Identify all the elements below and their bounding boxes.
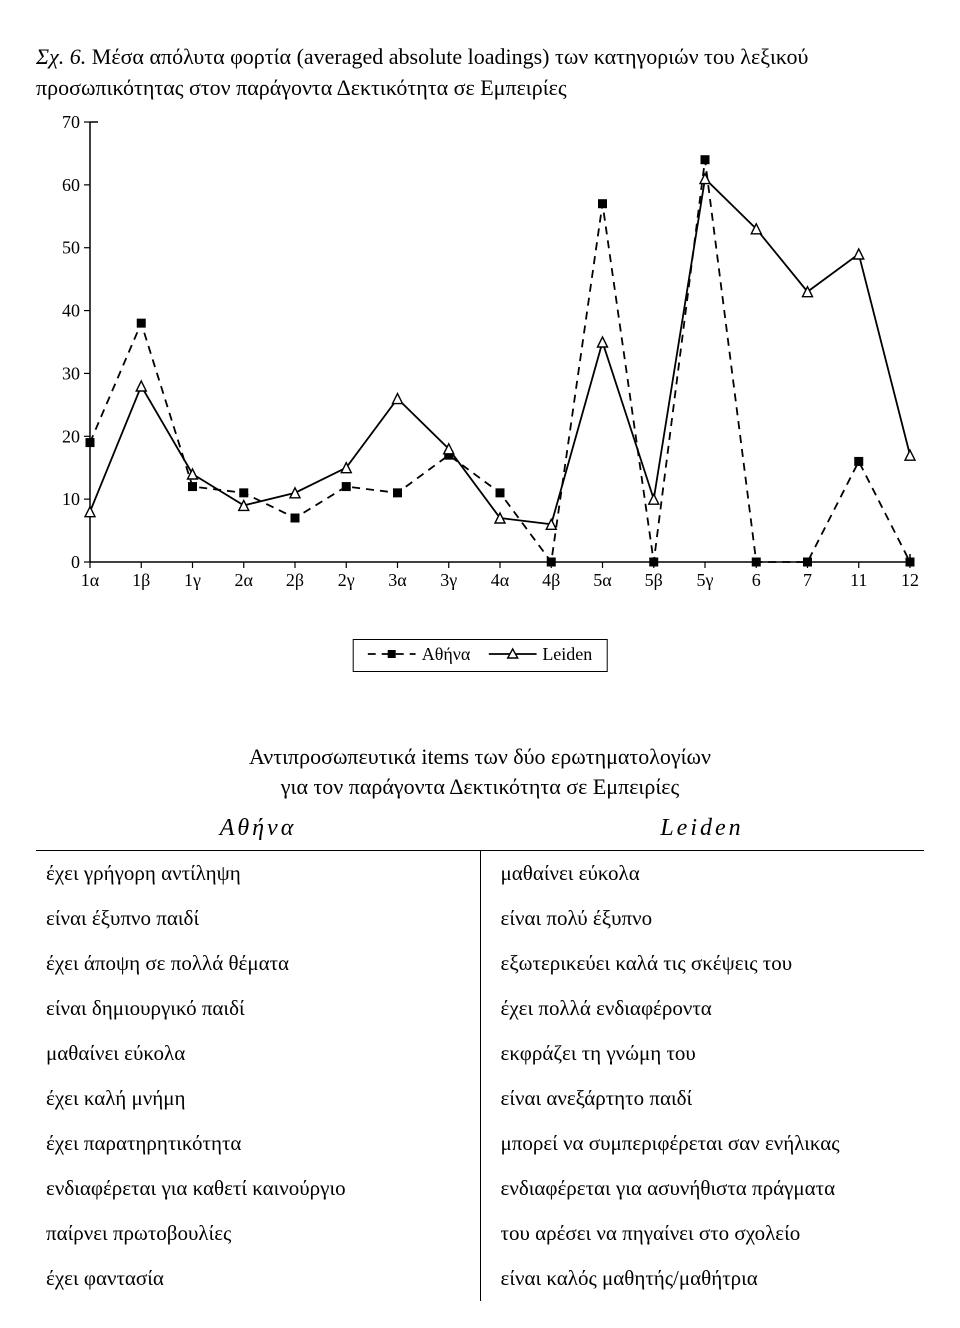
svg-text:2α: 2α [235,570,254,590]
svg-text:40: 40 [62,300,80,320]
table-row: έχει καλή μνήμηείναι ανεξάρτητο παιδί [36,1076,924,1121]
table-cell-right: ενδιαφέρεται για ασυνήθιστα πράγματα [480,1166,924,1211]
table-cell-left: παίρνει πρωτοβουλίες [36,1211,480,1256]
svg-text:1γ: 1γ [184,570,201,590]
table-row: μαθαίνει εύκολαεκφράζει τη γνώμη του [36,1031,924,1076]
table-cell-left: έχει γρήγορη αντίληψη [36,851,480,897]
legend-item-leiden: Leiden [488,644,592,665]
table-row: έχει γρήγορη αντίληψημαθαίνει εύκολα [36,851,924,897]
svg-text:10: 10 [62,489,80,509]
svg-text:5β: 5β [645,570,663,590]
table-row: παίρνει πρωτοβουλίεςτου αρέσει να πηγαίν… [36,1211,924,1256]
svg-text:5α: 5α [593,570,612,590]
figure-number: Σχ. 6. [36,44,86,69]
svg-text:30: 30 [62,363,80,383]
table-cell-left: έχει καλή μνήμη [36,1076,480,1121]
table-cell-right: εξωτερικεύει καλά τις σκέψεις του [480,941,924,986]
table-row: έχει φαντασίαείναι καλός μαθητής/μαθήτρι… [36,1256,924,1301]
items-table: Αθήνα Leiden έχει γρήγορη αντίληψημαθαίν… [36,809,924,1301]
svg-text:2γ: 2γ [338,570,355,590]
legend-label-leiden: Leiden [542,644,592,665]
legend-swatch-leiden [488,647,536,661]
svg-text:2β: 2β [286,570,304,590]
svg-text:1β: 1β [132,570,150,590]
svg-text:20: 20 [62,426,80,446]
table-title: Αντιπροσωπευτικά items των δύο ερωτηματο… [36,742,924,804]
table-cell-right: του αρέσει να πηγαίνει στο σχολείο [480,1211,924,1256]
svg-text:12: 12 [901,570,919,590]
table-row: ενδιαφέρεται για καθετί καινούργιοενδιαφ… [36,1166,924,1211]
svg-text:70: 70 [62,112,80,132]
svg-text:4α: 4α [491,570,510,590]
table-row: έχει παρατηρητικότηταμπορεί να συμπεριφέ… [36,1121,924,1166]
svg-text:6: 6 [752,570,761,590]
svg-text:3γ: 3γ [440,570,457,590]
items-table-block: Αντιπροσωπευτικά items των δύο ερωτηματο… [36,742,924,1302]
svg-text:1α: 1α [81,570,100,590]
table-cell-right: μαθαίνει εύκολα [480,851,924,897]
table-cell-left: είναι δημιουργικό παιδί [36,986,480,1031]
svg-text:50: 50 [62,237,80,257]
table-cell-right: είναι πολύ έξυπνο [480,896,924,941]
svg-text:7: 7 [803,570,812,590]
line-chart: 0 10 20 30 40 50 60 70 1α 1β 1γ 2α 2β 2γ 3α 3γ 4α 4β 5α 5β 5… [36,112,924,632]
table-cell-left: μαθαίνει εύκολα [36,1031,480,1076]
table-row: είναι έξυπνο παιδίείναι πολύ έξυπνο [36,896,924,941]
table-cell-left: ενδιαφέρεται για καθετί καινούργιο [36,1166,480,1211]
figure-caption: Σχ. 6. Μέσα απόλυτα φορτία (averaged abs… [36,42,924,104]
svg-text:60: 60 [62,174,80,194]
table-row: είναι δημιουργικό παιδίέχει πολλά ενδιαφ… [36,986,924,1031]
table-cell-left: έχει άποψη σε πολλά θέματα [36,941,480,986]
legend-label-athens: Αθήνα [422,644,471,665]
table-head-left: Αθήνα [36,809,480,851]
table-cell-right: μπορεί να συμπεριφέρεται σαν ενήλικας [480,1121,924,1166]
chart-legend: Αθήνα Leiden [353,639,608,672]
table-title-line2: για τον παράγοντα Δεκτικότητα σε Εμπειρί… [281,774,679,799]
legend-swatch-athens [368,647,416,661]
table-cell-left: έχει παρατηρητικότητα [36,1121,480,1166]
table-cell-right: είναι καλός μαθητής/μαθήτρια [480,1256,924,1301]
table-cell-left: έχει φαντασία [36,1256,480,1301]
svg-text:5γ: 5γ [697,570,714,590]
table-cell-left: είναι έξυπνο παιδί [36,896,480,941]
table-cell-right: είναι ανεξάρτητο παιδί [480,1076,924,1121]
legend-item-athens: Αθήνα [368,644,471,665]
table-title-line1: Αντιπροσωπευτικά items των δύο ερωτηματο… [249,744,711,769]
chart-container: 0 10 20 30 40 50 60 70 1α 1β 1γ 2α 2β 2γ 3α 3γ 4α 4β 5α 5β 5… [36,112,924,672]
table-row: έχει άποψη σε πολλά θέματαεξωτερικεύει κ… [36,941,924,986]
svg-text:0: 0 [71,552,80,572]
table-cell-right: εκφράζει τη γνώμη του [480,1031,924,1076]
svg-text:11: 11 [850,570,867,590]
table-head-right: Leiden [480,809,924,851]
svg-text:4β: 4β [542,570,560,590]
table-cell-right: έχει πολλά ενδιαφέροντα [480,986,924,1031]
figure-caption-text: Μέσα απόλυτα φορτία (averaged absolute l… [36,44,808,100]
svg-text:3α: 3α [388,570,407,590]
